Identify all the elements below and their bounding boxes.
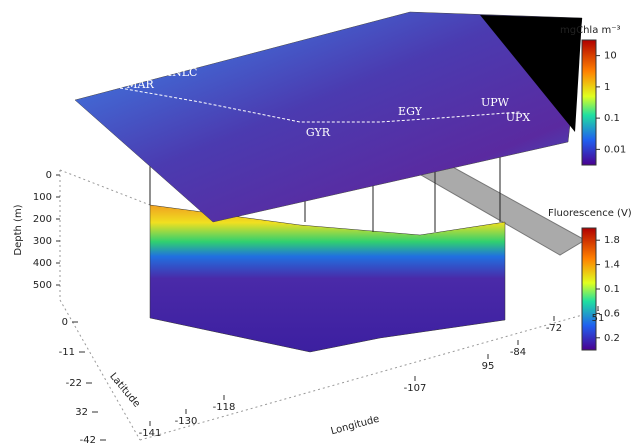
colorbar-tick-label: 1 [604, 82, 610, 93]
x-tick-label: 51 [592, 313, 605, 324]
figure: 0 100 200 300 400 500 Depth (m) 0 -11 -22 32 -42 Lat… [0, 0, 640, 446]
region-label: UPX [506, 111, 531, 124]
y-tick-label: -42 [80, 435, 96, 446]
z-tick-label: 0 [46, 170, 52, 181]
colorbar-tick-label: 1.8 [604, 235, 620, 246]
colorbar-fluorescence [582, 228, 596, 350]
colorbar-label: Fluorescence (V) [548, 208, 632, 219]
z-axis-label: Depth (m) [13, 204, 24, 255]
y-tick-label: 32 [75, 407, 88, 418]
section-curtain [150, 205, 505, 352]
z-tick-label: 500 [33, 280, 52, 291]
colorbar-tick-label: 10 [604, 51, 617, 62]
x-tick-label: -130 [175, 416, 198, 427]
colorbar-label: mgChla m⁻³ [560, 25, 621, 36]
y-tick-label: -22 [66, 378, 82, 389]
region-label: MAR [126, 78, 154, 91]
y-tick-label: -11 [59, 347, 75, 358]
x-axis-label: Longitude [330, 414, 381, 438]
z-tick-label: 400 [33, 258, 52, 269]
region-label: UPW [481, 96, 510, 109]
colorbar-tick-label: 0.1 [604, 113, 620, 124]
x-tick-label: -72 [546, 323, 562, 334]
y-axis-label: Latitude [107, 371, 142, 410]
z-tick-label: 300 [33, 236, 52, 247]
region-label: GYR [306, 126, 331, 139]
colorbar-chla [582, 40, 596, 165]
x-tick-label: -84 [510, 347, 526, 358]
z-tick-label: 200 [33, 214, 52, 225]
y-tick-label: 0 [62, 317, 68, 328]
colorbar-tick-label: 0.6 [604, 308, 620, 319]
z-tick-label: 100 [33, 192, 52, 203]
x-tick-label: 95 [482, 361, 495, 372]
region-label: EGY [398, 105, 423, 118]
colorbar-tick-label: 0.01 [604, 144, 626, 155]
colorbar-tick-label: 0.1 [604, 284, 620, 295]
x-tick-label: -118 [213, 402, 236, 413]
colorbar-tick-label: 0.2 [604, 333, 620, 344]
x-tick-label: -107 [404, 383, 427, 394]
x-tick-label: -141 [139, 428, 162, 439]
region-label: HNLC [163, 66, 198, 79]
colorbar-tick-label: 1.4 [604, 260, 620, 271]
